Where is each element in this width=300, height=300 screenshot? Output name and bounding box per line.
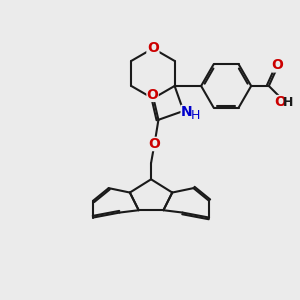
- Text: O: O: [272, 58, 284, 72]
- Text: H: H: [283, 96, 293, 109]
- Text: N: N: [181, 106, 193, 119]
- Text: O: O: [148, 137, 160, 151]
- Text: O: O: [147, 88, 158, 102]
- Text: O: O: [147, 41, 159, 56]
- Text: O: O: [274, 95, 286, 109]
- Text: H: H: [191, 109, 200, 122]
